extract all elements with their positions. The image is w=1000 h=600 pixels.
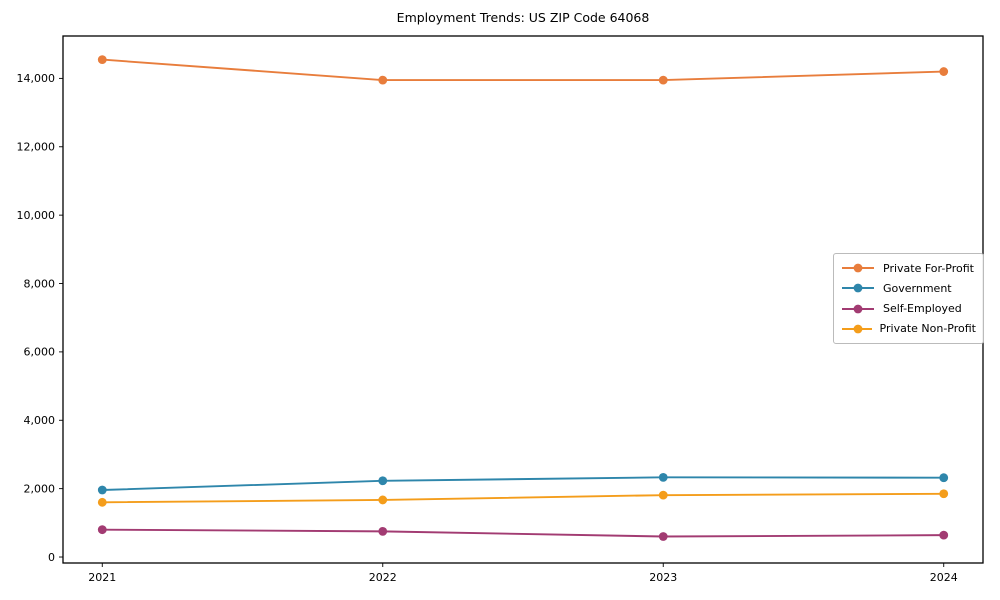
legend-dot: [853, 304, 863, 314]
legend-dot: [853, 324, 863, 334]
legend-item: Government: [841, 278, 976, 298]
data-point: [378, 526, 388, 536]
chart-title: Employment Trends: US ZIP Code 64068: [396, 10, 650, 25]
y-tick-label: 8,000: [24, 277, 56, 290]
y-tick-label: 10,000: [17, 209, 56, 222]
data-point: [658, 490, 668, 500]
legend-marker: [842, 283, 874, 293]
series-line: [101, 528, 945, 538]
y-tick-label: 12,000: [17, 141, 56, 154]
data-point: [939, 473, 949, 483]
x-tick-label: 2022: [369, 571, 397, 584]
data-point: [97, 55, 107, 64]
legend-marker: [842, 324, 872, 334]
legend-label: Self-Employed: [883, 302, 962, 316]
legend-dot: [853, 263, 863, 273]
series-line: [101, 492, 945, 504]
data-point: [939, 530, 949, 540]
legend-label: Government: [883, 281, 952, 295]
legend-dot: [853, 283, 863, 293]
data-point: [378, 476, 388, 486]
legend-item: Private For-Profit: [841, 258, 976, 278]
x-tick-label: 2023: [649, 571, 677, 584]
legend-marker: [842, 263, 874, 273]
x-tick-label: 2024: [930, 571, 958, 584]
data-point: [378, 495, 388, 505]
series-line: [101, 58, 945, 82]
x-tick-label: 2021: [88, 571, 116, 584]
legend-item: Private Non-Profit: [841, 319, 976, 339]
data-point: [378, 75, 388, 85]
legend-label: Private Non-Profit: [879, 322, 976, 336]
legend-marker: [842, 304, 874, 314]
data-point: [939, 67, 949, 76]
data-point: [658, 75, 668, 85]
data-point: [97, 485, 107, 495]
y-tick-label: 0: [48, 551, 55, 564]
y-tick-label: 4,000: [24, 414, 56, 427]
data-point: [97, 525, 107, 535]
data-point: [658, 472, 668, 482]
y-tick-label: 2,000: [24, 482, 56, 495]
legend: Private For-Profit Government Self-Employe…: [833, 253, 984, 344]
y-tick-label: 14,000: [17, 72, 56, 85]
series-line: [101, 476, 945, 491]
data-point: [97, 497, 107, 507]
legend-label: Private For-Profit: [883, 261, 974, 275]
data-point: [939, 489, 949, 499]
legend-item: Self-Employed: [841, 299, 976, 319]
y-tick-label: 6,000: [24, 346, 56, 359]
data-point: [658, 532, 668, 541]
